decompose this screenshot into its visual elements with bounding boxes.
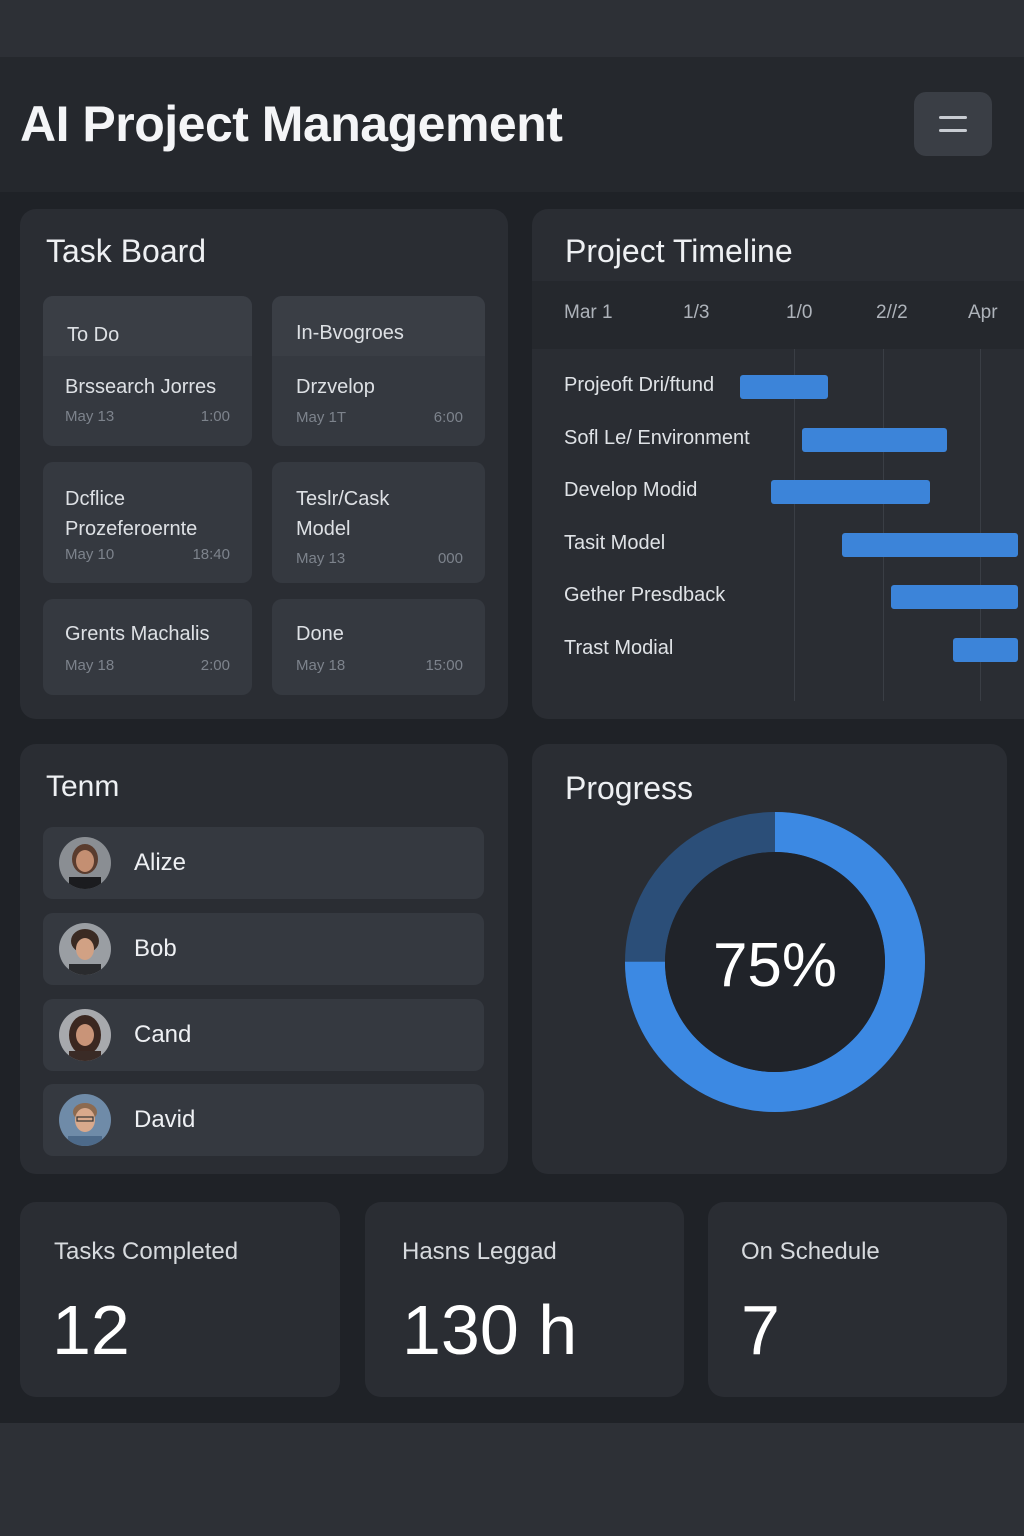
member-name: Alize (134, 849, 187, 876)
team-member-alize[interactable]: Alize (43, 827, 484, 899)
member-name: Cand (134, 1021, 192, 1048)
timeline-task-label: Projeoft Dri/ftund (564, 374, 715, 396)
task-card-done[interactable]: Done May 18 15:00 (272, 599, 485, 695)
task-card-title: To Do (67, 324, 120, 346)
task-board-title: Task Board (46, 233, 207, 269)
task-card-time: 6:00 (433, 409, 463, 426)
task-card-meta: May 18 2:00 (65, 657, 230, 674)
task-card-time: 1:00 (200, 408, 230, 425)
timeline-task-bar[interactable] (802, 427, 947, 452)
task-card-meta: May 13 1:00 (65, 408, 230, 425)
menu-button[interactable] (914, 92, 992, 156)
avatar (59, 1009, 111, 1061)
task-card-title: Dcflice Prozeferoernte (65, 488, 198, 540)
task-card-date: May 10 (65, 546, 115, 563)
timeline-task-bar[interactable] (771, 480, 930, 505)
task-card-subtitle: Drzvelop (296, 376, 375, 398)
task-card-title: In-Bvogroes (296, 322, 404, 344)
page-title: AI Project Management (20, 96, 563, 152)
header-bar: AI Project Management (0, 57, 1024, 192)
stat-label: Hasns Leggad (402, 1238, 557, 1265)
task-card-meta: May 1T 6:00 (296, 409, 463, 426)
bottom-band (0, 1423, 1024, 1536)
task-card-meta: May 18 15:00 (296, 657, 463, 674)
task-card-title: Done (296, 623, 344, 645)
timeline-task-label: Gether Presdback (564, 584, 726, 607)
timeline-gridline (980, 349, 981, 701)
task-card-meta: May 10 18:40 (65, 546, 230, 563)
task-card-date: May 13 (296, 550, 346, 567)
hamburger-icon-line (939, 129, 967, 132)
dashboard: AI Project Management Task Board To Do B… (0, 57, 1024, 1423)
task-card-title: Teslr/Cask Model (296, 488, 390, 540)
timeline-task-bar[interactable] (890, 585, 1018, 610)
timeline-date-label: 1/0 (786, 302, 813, 323)
avatar (59, 837, 111, 889)
member-name: Bob (134, 935, 177, 962)
stat-card-tasks-completed: Tasks Completed 12 (20, 1202, 340, 1397)
timeline-date-label: Mar 1 (564, 302, 613, 323)
task-card-in-progress[interactable]: In-Bvogroes Drzvelop May 1T 6:00 (272, 296, 485, 446)
avatar (59, 1094, 111, 1146)
task-card-meta: May 13 000 (296, 550, 463, 567)
progress-ring-fill (625, 812, 925, 1112)
avatar (59, 923, 111, 975)
task-board-panel: Task Board To Do Brssearch Jorres May 13… (20, 209, 508, 719)
progress-ring (625, 812, 925, 1112)
progress-title: Progress (565, 770, 694, 806)
team-member-bob[interactable]: Bob (43, 913, 484, 985)
task-card-time: 2:00 (200, 657, 230, 674)
task-card-time: 000 (437, 550, 463, 567)
timeline-task-bar[interactable] (740, 375, 828, 399)
task-card-header (43, 296, 252, 356)
timeline-date-label: Apr (968, 302, 998, 323)
task-card-subtitle: Brssearch Jorres (65, 376, 217, 398)
timeline-date-label: 1/3 (683, 302, 710, 323)
progress-ring-center (665, 852, 885, 1072)
task-card-date: May 1T (296, 409, 347, 426)
timeline-task-label: Develop Modid (564, 479, 698, 502)
team-member-david[interactable]: David (43, 1084, 484, 1156)
stat-label: On Schedule (741, 1238, 880, 1265)
stat-card-on-schedule: On Schedule 7 (708, 1202, 1007, 1397)
task-card-header (272, 296, 485, 356)
stat-value: 130 h (402, 1291, 578, 1369)
task-card-time: 18:40 (192, 546, 230, 563)
stat-value: 12 (52, 1291, 130, 1369)
timeline-gridline (794, 349, 795, 701)
member-name: David (134, 1106, 196, 1133)
task-card-clients[interactable]: Grents Machalis May 18 2:00 (43, 599, 252, 695)
timeline-task-label: Tasit Model (564, 531, 666, 554)
task-card-title: Grents Machalis (65, 623, 210, 645)
task-card-time: 15:00 (425, 657, 463, 674)
task-card-date: May 18 (65, 657, 115, 674)
timeline-task-bar[interactable] (953, 638, 1018, 662)
timeline-task-label: Trast Modial (564, 637, 674, 659)
team-member-cand[interactable]: Cand (43, 999, 484, 1071)
timeline-title: Project Timeline (565, 233, 793, 269)
task-card-test-model[interactable]: Teslr/Cask Model May 13 000 (272, 462, 485, 583)
progress-percent: 75% (712, 931, 838, 1000)
stat-value: 7 (741, 1291, 780, 1369)
stat-card-hours-logged: Hasns Leggad 130 h (365, 1202, 684, 1397)
timeline-date-label: 2//2 (876, 302, 908, 323)
task-card-todo[interactable]: To Do Brssearch Jorres May 13 1:00 (43, 296, 252, 446)
timeline-gridline (883, 349, 884, 701)
task-card-date: May 13 (65, 408, 115, 425)
task-card-conference[interactable]: Dcflice Prozeferoernte May 10 18:40 (43, 462, 252, 583)
progress-panel: Progress 75% (532, 744, 1007, 1174)
task-card-date: May 18 (296, 657, 346, 674)
hamburger-icon (939, 116, 967, 119)
top-band (0, 0, 1024, 57)
timeline-task-bar[interactable] (842, 532, 1018, 557)
stat-label: Tasks Completed (54, 1238, 239, 1265)
timeline-date-row (532, 281, 1024, 349)
team-title: Tenm (46, 770, 120, 803)
timeline-task-label: Sofl Le/ Environment (564, 426, 750, 449)
